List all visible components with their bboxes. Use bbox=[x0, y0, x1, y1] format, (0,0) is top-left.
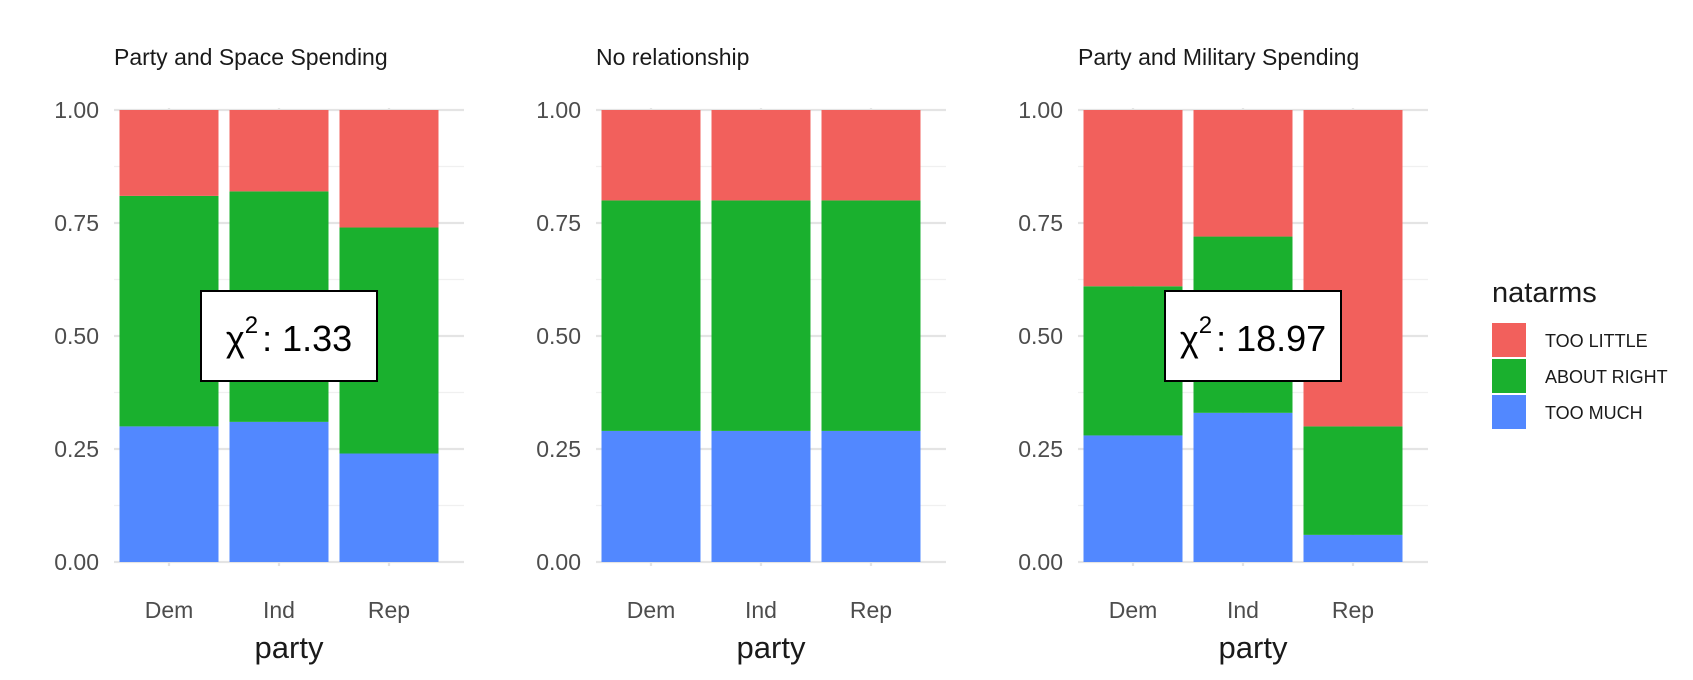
x-tick-label: Ind bbox=[745, 597, 777, 623]
legend: natarms TOO LITTLE ABOUT RIGHT TOO MUCH bbox=[1492, 277, 1668, 429]
chi-superscript: 2 bbox=[1199, 312, 1212, 339]
x-axis-label: party bbox=[255, 630, 324, 665]
chi-value: : 1.33 bbox=[262, 318, 352, 359]
x-axis-label: party bbox=[1219, 630, 1288, 665]
chi-symbol: χ bbox=[226, 318, 245, 359]
legend-swatch bbox=[1492, 359, 1526, 393]
bar-rep-too-much bbox=[1304, 535, 1403, 562]
y-tick-label: 0.25 bbox=[536, 436, 581, 462]
bar-dem-too-little bbox=[602, 110, 701, 200]
x-tick-label: Rep bbox=[850, 597, 892, 623]
bar-dem-too-much bbox=[1084, 435, 1183, 562]
chi-superscript: 2 bbox=[245, 312, 258, 339]
bar-ind-too-little bbox=[1194, 110, 1293, 237]
y-tick-label: 0.25 bbox=[54, 436, 99, 462]
bar-dem-too-little bbox=[120, 110, 219, 196]
bar-ind-too-much bbox=[230, 422, 329, 562]
bar-dem-too-much bbox=[602, 431, 701, 562]
y-tick-label: 0.25 bbox=[1018, 436, 1063, 462]
bar-rep-too-little bbox=[822, 110, 921, 200]
chi-value: : 18.97 bbox=[1216, 318, 1326, 359]
chart-panel-2: 0.00 0.25 0.50 0.75 1.00 Dem Ind Rep No relation… bbox=[536, 44, 946, 665]
x-axis-label: party bbox=[737, 630, 806, 665]
y-tick-label: 0.00 bbox=[54, 549, 99, 575]
y-tick-label: 0.50 bbox=[536, 323, 581, 349]
y-tick-label: 0.75 bbox=[1018, 210, 1063, 236]
x-tick-label: Ind bbox=[1227, 597, 1259, 623]
bar-dem-too-much bbox=[120, 426, 219, 562]
bar-ind-too-little bbox=[712, 110, 811, 200]
legend-label: ABOUT RIGHT bbox=[1545, 367, 1668, 387]
panel-title: Party and Space Spending bbox=[114, 44, 388, 70]
bar-rep-about-right bbox=[1304, 426, 1403, 534]
y-tick-label: 0.50 bbox=[54, 323, 99, 349]
legend-label: TOO MUCH bbox=[1545, 403, 1643, 423]
bar-ind-too-little bbox=[230, 110, 329, 191]
y-tick-label: 1.00 bbox=[1018, 97, 1063, 123]
bar-rep-about-right bbox=[822, 200, 921, 431]
legend-title: natarms bbox=[1492, 277, 1597, 309]
bar-dem-about-right bbox=[602, 200, 701, 431]
bar-rep-too-much bbox=[340, 454, 439, 562]
bar-rep-too-little bbox=[340, 110, 439, 228]
bar-ind-too-much bbox=[712, 431, 811, 562]
x-tick-label: Dem bbox=[627, 597, 676, 623]
y-tick-label: 0.50 bbox=[1018, 323, 1063, 349]
x-tick-label: Dem bbox=[145, 597, 194, 623]
y-tick-label: 0.00 bbox=[536, 549, 581, 575]
chart-panel-3: 0.00 0.25 0.50 0.75 1.00 Dem Ind Rep Party and M… bbox=[1018, 44, 1428, 665]
legend-label: TOO LITTLE bbox=[1545, 331, 1648, 351]
bar-rep-too-much bbox=[822, 431, 921, 562]
y-tick-label: 0.75 bbox=[536, 210, 581, 236]
y-tick-label: 1.00 bbox=[536, 97, 581, 123]
panel-title: No relationship bbox=[596, 44, 749, 70]
bar-dem-too-little bbox=[1084, 110, 1183, 286]
panel-title: Party and Military Spending bbox=[1078, 44, 1359, 70]
bar-ind-about-right bbox=[712, 200, 811, 431]
y-tick-label: 1.00 bbox=[54, 97, 99, 123]
chart-panel-1: 0.00 0.25 0.50 0.75 1.00 Dem Ind Rep Party and S… bbox=[54, 44, 464, 665]
x-tick-label: Rep bbox=[368, 597, 410, 623]
bar-ind-too-much bbox=[1194, 413, 1293, 562]
y-tick-label: 0.00 bbox=[1018, 549, 1063, 575]
legend-swatch bbox=[1492, 395, 1526, 429]
x-tick-label: Rep bbox=[1332, 597, 1374, 623]
x-tick-label: Dem bbox=[1109, 597, 1158, 623]
y-tick-label: 0.75 bbox=[54, 210, 99, 236]
legend-swatch bbox=[1492, 323, 1526, 357]
x-tick-label: Ind bbox=[263, 597, 295, 623]
chi-symbol: χ bbox=[1180, 318, 1199, 359]
